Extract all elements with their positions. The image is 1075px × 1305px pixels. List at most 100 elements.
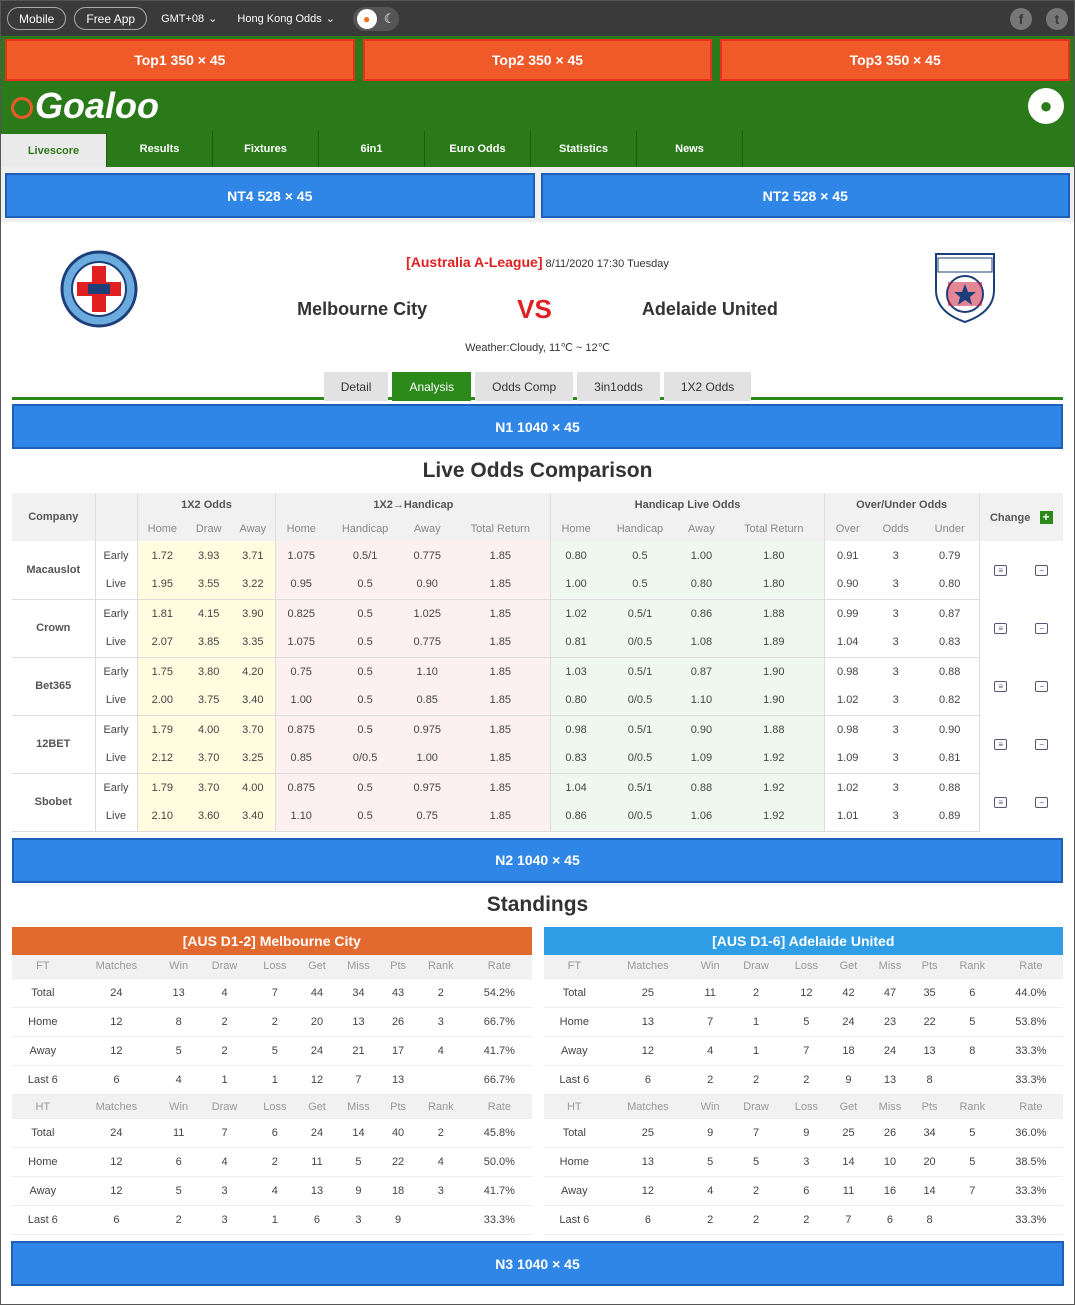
- standings-cell: 22: [381, 1147, 415, 1177]
- nav-euro-odds[interactable]: Euro Odds: [425, 131, 531, 167]
- standings-cell: 3: [782, 1147, 831, 1177]
- home-team-name[interactable]: Melbourne City: [297, 299, 428, 319]
- collapse-icon[interactable]: −: [1035, 565, 1049, 576]
- standings-col-header: Draw: [198, 1094, 251, 1119]
- standings-col-header: Matches: [605, 954, 691, 979]
- away-standings-header[interactable]: [AUS D1-6] Adelaide United: [543, 926, 1063, 955]
- standings-row: Last 6 6 4 1 1 12 7 13 66.7%: [12, 1065, 532, 1095]
- tab-1x2-odds[interactable]: 1X2 Odds: [663, 372, 752, 401]
- standings-col-header: Rank: [945, 1094, 999, 1119]
- standings-cell: 6: [298, 1205, 336, 1235]
- ad-nt4[interactable]: NT4 528 × 45: [5, 173, 535, 218]
- collapse-icon[interactable]: −: [1035, 623, 1049, 634]
- odds-cell: 3.80: [187, 657, 231, 686]
- chart-icon[interactable]: ≡: [994, 623, 1008, 634]
- standings-row: Home 12 6 4 2 11 5 22 4 50.0%: [12, 1147, 532, 1177]
- ad-n2[interactable]: N2 1040 × 45: [12, 837, 1063, 883]
- chart-icon[interactable]: ≡: [994, 681, 1008, 692]
- standings-cell: 41.7%: [467, 1036, 532, 1066]
- ad-top2[interactable]: Top2 350 × 45: [362, 39, 713, 81]
- odds-cell: 1.075: [275, 541, 327, 570]
- odds-cell: 1.04: [550, 773, 601, 802]
- twitter-icon[interactable]: t: [1046, 7, 1068, 30]
- theme-toggle[interactable]: ● ☾: [353, 6, 399, 31]
- expand-all-icon[interactable]: +: [1039, 510, 1053, 524]
- tab-3in1odds[interactable]: 3in1odds: [577, 372, 660, 401]
- away-team-name[interactable]: Adelaide United: [641, 299, 778, 319]
- company-name[interactable]: Bet365: [12, 657, 95, 716]
- odds-cell: 3: [870, 802, 921, 832]
- ad-n1[interactable]: N1 1040 × 45: [12, 404, 1063, 449]
- standings-cell: 53.8%: [998, 1007, 1063, 1037]
- nav-news[interactable]: News: [637, 131, 743, 167]
- chart-icon[interactable]: ≡: [994, 739, 1008, 750]
- ad-n3[interactable]: N3 1040 × 45: [11, 1241, 1064, 1286]
- mobile-button[interactable]: Mobile: [7, 7, 67, 30]
- standings-cell: 42: [830, 978, 867, 1008]
- odds-cell: 0.875: [275, 715, 327, 744]
- nav-6in1[interactable]: 6in1: [319, 131, 425, 167]
- odds-cell: 1.85: [450, 715, 551, 744]
- tab-detail[interactable]: Detail: [323, 372, 389, 401]
- tab-analysis[interactable]: Analysis: [392, 372, 472, 401]
- standings-cell: 20: [298, 1007, 336, 1037]
- timezone-select[interactable]: GMT+08 ⌄: [155, 12, 223, 26]
- odds-cell: 4.20: [230, 657, 276, 686]
- odds-row: Live 2.00 3.75 3.40 1.00 0.5 0.85 1.85 0.80 0/0.5…: [12, 686, 1063, 716]
- odds-cell: 0.91: [823, 541, 871, 570]
- user-icon[interactable]: ●: [1028, 88, 1064, 124]
- ad-top1[interactable]: Top1 350 × 45: [5, 39, 355, 81]
- nav-results[interactable]: Results: [107, 131, 213, 167]
- ad-nt2[interactable]: NT2 528 × 45: [540, 173, 1070, 218]
- odds-cell: 0.90: [678, 715, 724, 744]
- chart-icon[interactable]: ≡: [994, 797, 1008, 808]
- collapse-icon[interactable]: −: [1035, 797, 1049, 808]
- standings-cell: 40: [381, 1118, 415, 1148]
- standings-cell: 12: [605, 1036, 691, 1066]
- company-name[interactable]: 12BET: [12, 715, 95, 774]
- odds-cell: 0.86: [550, 802, 601, 832]
- change-cell: ≡ −: [978, 773, 1063, 831]
- nav-livescore[interactable]: Livescore: [1, 131, 107, 167]
- odds-type-select[interactable]: Hong Kong Odds ⌄: [231, 12, 341, 26]
- odds-cell: 2.10: [136, 802, 188, 832]
- group-1x2-handicap: 1X2→Handicap: [275, 493, 551, 517]
- standings-cell: 22: [913, 1007, 946, 1037]
- odds-cell: 1.06: [678, 802, 724, 832]
- standings-cell: 5: [945, 1118, 999, 1148]
- nav-statistics[interactable]: Statistics: [531, 131, 637, 167]
- odds-cell: 2.00: [136, 686, 188, 716]
- company-name[interactable]: Macauslot: [12, 541, 95, 600]
- standings-cell: 33.3%: [998, 1065, 1063, 1095]
- collapse-icon[interactable]: −: [1035, 739, 1049, 750]
- chevron-down-icon: ⌄: [325, 13, 335, 25]
- odds-cell: 1.85: [450, 657, 551, 686]
- goaloo-logo[interactable]: Goaloo: [11, 85, 159, 127]
- nav-fixtures[interactable]: Fixtures: [213, 131, 319, 167]
- free-app-button[interactable]: Free App: [74, 7, 148, 30]
- company-name[interactable]: Sbobet: [12, 773, 95, 832]
- standings-cell: 25: [605, 978, 691, 1008]
- odds-subheader: Odds: [870, 517, 921, 541]
- standings-cell: 36.0%: [998, 1118, 1063, 1148]
- collapse-icon[interactable]: −: [1035, 681, 1049, 692]
- odds-cell: 4.00: [230, 773, 276, 802]
- odds-subheader: Handicap: [600, 517, 679, 541]
- standings-cell: 7: [782, 1036, 831, 1066]
- league-link[interactable]: [Australia A-League]: [406, 254, 543, 270]
- standings-cell: 6: [605, 1065, 691, 1095]
- odds-cell: 3: [870, 744, 921, 774]
- tab-odds-comp[interactable]: Odds Comp: [475, 372, 574, 401]
- odds-cell: 0.5/1: [600, 657, 679, 686]
- home-standings-header[interactable]: [AUS D1-2] Melbourne City: [12, 926, 532, 955]
- chart-icon[interactable]: ≡: [994, 565, 1008, 576]
- standings-cell: 4: [414, 1147, 468, 1177]
- standings-cell: 26: [866, 1118, 914, 1148]
- weather-text: Weather:Cloudy, 11℃ ~ 12℃: [465, 342, 610, 354]
- company-name[interactable]: Crown: [12, 599, 95, 658]
- standings-cell: 1: [250, 1065, 299, 1095]
- facebook-icon[interactable]: f: [1010, 7, 1032, 30]
- ad-top3[interactable]: Top3 350 × 45: [720, 39, 1071, 81]
- odds-cell: 3: [892, 665, 899, 678]
- logo-ring-icon: [11, 97, 33, 119]
